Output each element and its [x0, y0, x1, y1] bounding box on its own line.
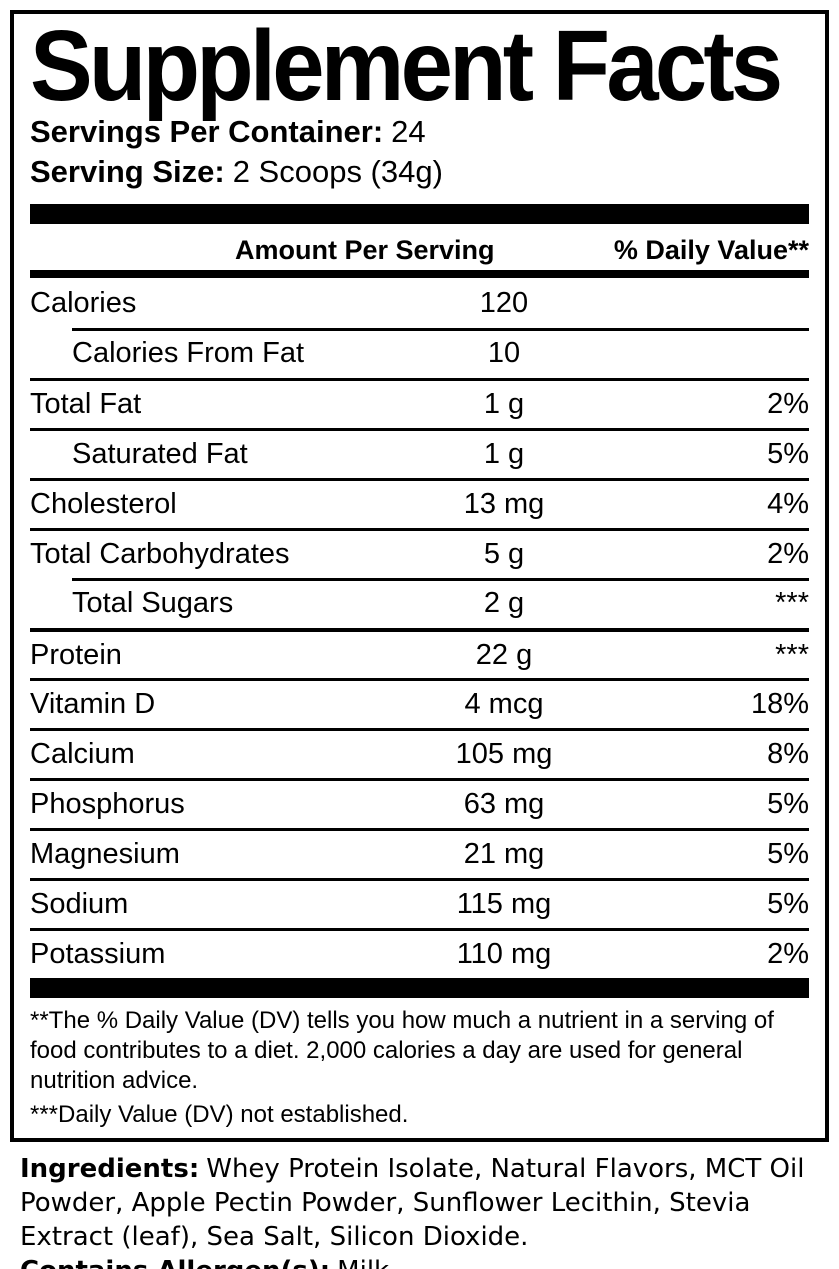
nutrient-daily-value: *** — [775, 586, 809, 619]
nutrient-daily-value: 8% — [767, 738, 809, 770]
nutrient-daily-value: *** — [775, 638, 809, 671]
nutrient-daily-value: 18% — [750, 688, 809, 720]
servings-per-container-label: Servings Per Container: — [30, 114, 384, 149]
nutrient-row: Calcium 105 mg 8% — [30, 728, 809, 778]
nutrient-name: Cholesterol — [30, 488, 177, 520]
serving-size-line: Serving Size: 2 Scoops (34g) — [30, 152, 809, 192]
nutrient-row: Sodium 115 mg 5% — [30, 878, 809, 928]
allergen-value: Milk — [337, 1256, 389, 1269]
ingredients-text: Whey Protein Isolate, Natural Flavors, M… — [20, 1154, 805, 1252]
nutrient-name: Potassium — [30, 938, 166, 970]
table-header-row: Amount Per Serving % Daily Value** — [30, 224, 809, 278]
divider-thick-bottom — [30, 978, 809, 998]
nutrient-row: Total Sugars 2 g *** — [30, 578, 809, 628]
nutrient-daily-value: 2% — [767, 388, 809, 420]
nutrient-amount: 1 g — [483, 388, 525, 420]
allergen-label: Contains Allergen(s): — [20, 1256, 330, 1269]
nutrient-row: Saturated Fat 1 g 5% — [30, 428, 809, 478]
nutrient-name: Phosphorus — [30, 788, 185, 820]
nutrient-amount: 21 mg — [463, 838, 545, 870]
nutrient-row: Magnesium 21 mg 5% — [30, 828, 809, 878]
nutrient-name: Protein — [30, 638, 122, 671]
nutrient-amount: 105 mg — [455, 738, 553, 770]
nutrient-daily-value: 5% — [767, 788, 809, 820]
ingredients-section: Ingredients: Whey Protein Isolate, Natura… — [0, 1142, 839, 1269]
nutrient-amount: 120 — [479, 286, 529, 319]
supplement-facts-panel: Supplement Facts Servings Per Container:… — [10, 10, 829, 1142]
nutrient-amount: 22 g — [475, 638, 533, 671]
nutrient-amount: 115 mg — [456, 888, 552, 920]
nutrient-row: Calories 120 — [30, 278, 809, 328]
nutrient-name: Calories — [30, 286, 137, 319]
nutrient-name: Magnesium — [30, 838, 180, 870]
ingredients-line: Ingredients: Whey Protein Isolate, Natura… — [20, 1152, 821, 1254]
nutrient-daily-value: 5% — [767, 838, 809, 870]
ingredients-label: Ingredients: — [20, 1154, 200, 1184]
nutrient-rows: Calories 120 Calories From Fat 10 Total Fat 1… — [30, 278, 809, 978]
nutrient-daily-value: 4% — [767, 488, 809, 520]
nutrient-name: Calories From Fat — [72, 336, 305, 369]
nutrient-row: Vitamin D 4 mcg 18% — [30, 678, 809, 728]
servings-per-container-value: 24 — [391, 114, 426, 149]
panel-title: Supplement Facts — [30, 10, 783, 122]
nutrient-amount: 10 — [487, 336, 521, 369]
serving-size-value: 2 Scoops (34g) — [232, 154, 443, 189]
serving-size-label: Serving Size: — [30, 154, 225, 189]
nutrient-name: Total Sugars — [72, 586, 234, 619]
nutrient-name: Vitamin D — [30, 688, 156, 720]
nutrient-name: Total Fat — [30, 388, 142, 420]
nutrient-row: Cholesterol 13 mg 4% — [30, 478, 809, 528]
nutrient-amount: 5 g — [483, 538, 525, 570]
nutrient-amount: 110 mg — [456, 938, 552, 970]
nutrient-amount: 4 mcg — [464, 688, 544, 720]
nutrient-row: Phosphorus 63 mg 5% — [30, 778, 809, 828]
nutrient-row: Protein 22 g *** — [30, 628, 809, 678]
nutrient-amount: 1 g — [483, 438, 525, 470]
nutrient-name: Calcium — [30, 738, 135, 770]
footnote-not-established: ***Daily Value (DV) not established. — [30, 1101, 409, 1128]
divider-thick-top — [30, 204, 809, 224]
nutrient-daily-value: 5% — [767, 438, 809, 470]
nutrient-daily-value: 2% — [767, 938, 809, 970]
nutrient-daily-value: 5% — [767, 888, 809, 920]
nutrient-row: Potassium 110 mg 2% — [30, 928, 809, 978]
servings-per-container-line: Servings Per Container: 24 — [30, 112, 809, 152]
nutrient-name: Sodium — [30, 888, 129, 920]
footnote-daily-value: **The % Daily Value (DV) tells you how m… — [30, 1007, 774, 1094]
nutrient-amount: 2 g — [483, 586, 525, 619]
nutrient-row: Total Fat 1 g 2% — [30, 378, 809, 428]
nutrient-name: Total Carbohydrates — [30, 538, 290, 570]
nutrient-name: Saturated Fat — [72, 438, 248, 470]
nutrient-amount: 13 mg — [463, 488, 545, 520]
nutrient-row: Calories From Fat 10 — [30, 328, 809, 378]
amount-per-serving-header: Amount Per Serving — [235, 235, 495, 265]
nutrient-row: Total Carbohydrates 5 g 2% — [30, 528, 809, 578]
nutrient-amount: 63 mg — [463, 788, 545, 820]
nutrient-daily-value: 2% — [767, 538, 809, 570]
allergen-line: Contains Allergen(s): Milk — [20, 1254, 821, 1269]
daily-value-header: % Daily Value** — [613, 235, 809, 265]
